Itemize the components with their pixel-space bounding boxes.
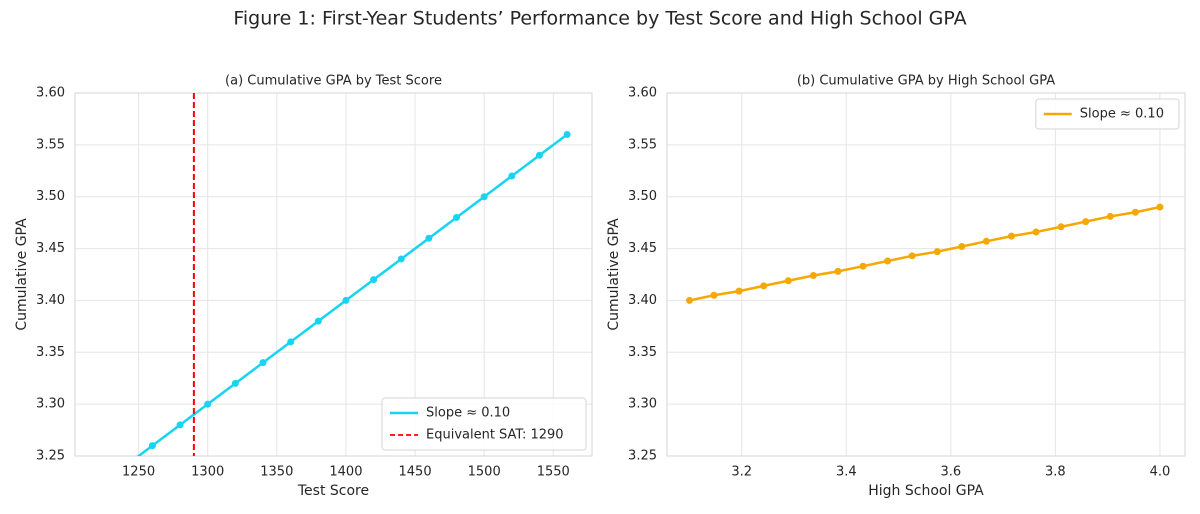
y-tick-label: 3.25 [36, 449, 65, 464]
marker [735, 287, 743, 295]
legend-box [381, 397, 587, 451]
y-tick-label: 3.45 [628, 241, 657, 256]
plot-area [136, 93, 571, 456]
marker [809, 272, 817, 280]
x-tick-label: 1300 [191, 465, 224, 480]
marker [1007, 232, 1015, 240]
figure-title: Figure 1: First-Year Students’ Performan… [233, 8, 966, 30]
x-tick-label: 1450 [399, 465, 432, 480]
marker [1156, 203, 1164, 211]
y-tick-label: 3.30 [628, 397, 657, 412]
marker [287, 338, 295, 346]
marker [1057, 223, 1065, 231]
marker [982, 237, 990, 245]
axes-frame [74, 92, 593, 457]
y-tick-label: 3.50 [628, 189, 657, 204]
y-tick-label: 3.50 [36, 189, 65, 204]
x-tick-label: 1350 [260, 465, 293, 480]
plot-area [685, 203, 1164, 304]
x-tick-label: 3.2 [731, 465, 752, 480]
marker [259, 359, 267, 367]
marker [148, 442, 156, 450]
x-tick-label: 1400 [329, 465, 362, 480]
marker [231, 379, 239, 387]
marker [1106, 212, 1114, 220]
y-tick-label: 3.45 [36, 241, 65, 256]
marker [563, 130, 571, 138]
y-tick-label: 3.55 [36, 137, 65, 152]
y-tick-label: 3.35 [628, 345, 657, 360]
x-tick-label: 3.4 [836, 465, 857, 480]
marker [397, 255, 405, 263]
x-tick-label: 3.6 [940, 465, 961, 480]
marker [453, 213, 461, 221]
marker [710, 291, 718, 299]
marker [884, 257, 892, 265]
marker [685, 296, 693, 304]
x-tick-label: 4.0 [1150, 465, 1171, 480]
marker [1082, 218, 1090, 226]
x-axis-label: Test Score [297, 483, 369, 499]
legend-box [1035, 98, 1180, 130]
x-tick-label: 3.8 [1045, 465, 1066, 480]
line [689, 205, 1161, 302]
y-tick-label: 3.55 [628, 137, 657, 152]
axes-frame [666, 92, 1186, 457]
marker [1131, 208, 1139, 216]
axes-title: (a) Cumulative GPA by Test Score [225, 74, 442, 89]
marker [370, 276, 378, 284]
legend-label: Slope ≈ 0.10 [426, 406, 510, 421]
axes-title: (b) Cumulative GPA by High School GPA [797, 74, 1055, 89]
marker [508, 172, 516, 180]
legend-label: Equivalent SAT: 1290 [426, 428, 564, 443]
marker [176, 421, 184, 429]
y-tick-label: 3.35 [36, 345, 65, 360]
x-tick-label: 1250 [122, 465, 155, 480]
marker [425, 234, 433, 242]
marker [342, 296, 350, 304]
y-tick-label: 3.25 [628, 449, 657, 464]
x-tick-label: 1550 [537, 465, 570, 480]
marker [859, 262, 867, 270]
marker [933, 248, 941, 256]
marker [480, 193, 488, 201]
marker [834, 267, 842, 275]
y-tick-label: 3.30 [36, 397, 65, 412]
y-tick-label: 3.60 [36, 86, 65, 101]
y-axis-label: Cumulative GPA [606, 218, 622, 331]
marker [958, 242, 966, 250]
marker [760, 282, 768, 290]
y-tick-label: 3.40 [36, 293, 65, 308]
marker [314, 317, 322, 325]
y-tick-label: 3.60 [628, 86, 657, 101]
x-axis-label: High School GPA [868, 483, 984, 499]
marker [908, 252, 916, 260]
marker [535, 151, 543, 159]
y-tick-label: 3.40 [628, 293, 657, 308]
y-axis-label: Cumulative GPA [14, 218, 30, 331]
marker [204, 400, 212, 408]
legend-label: Slope ≈ 0.10 [1080, 107, 1164, 122]
marker [1032, 228, 1040, 236]
marker [784, 277, 792, 285]
x-tick-label: 1500 [468, 465, 501, 480]
